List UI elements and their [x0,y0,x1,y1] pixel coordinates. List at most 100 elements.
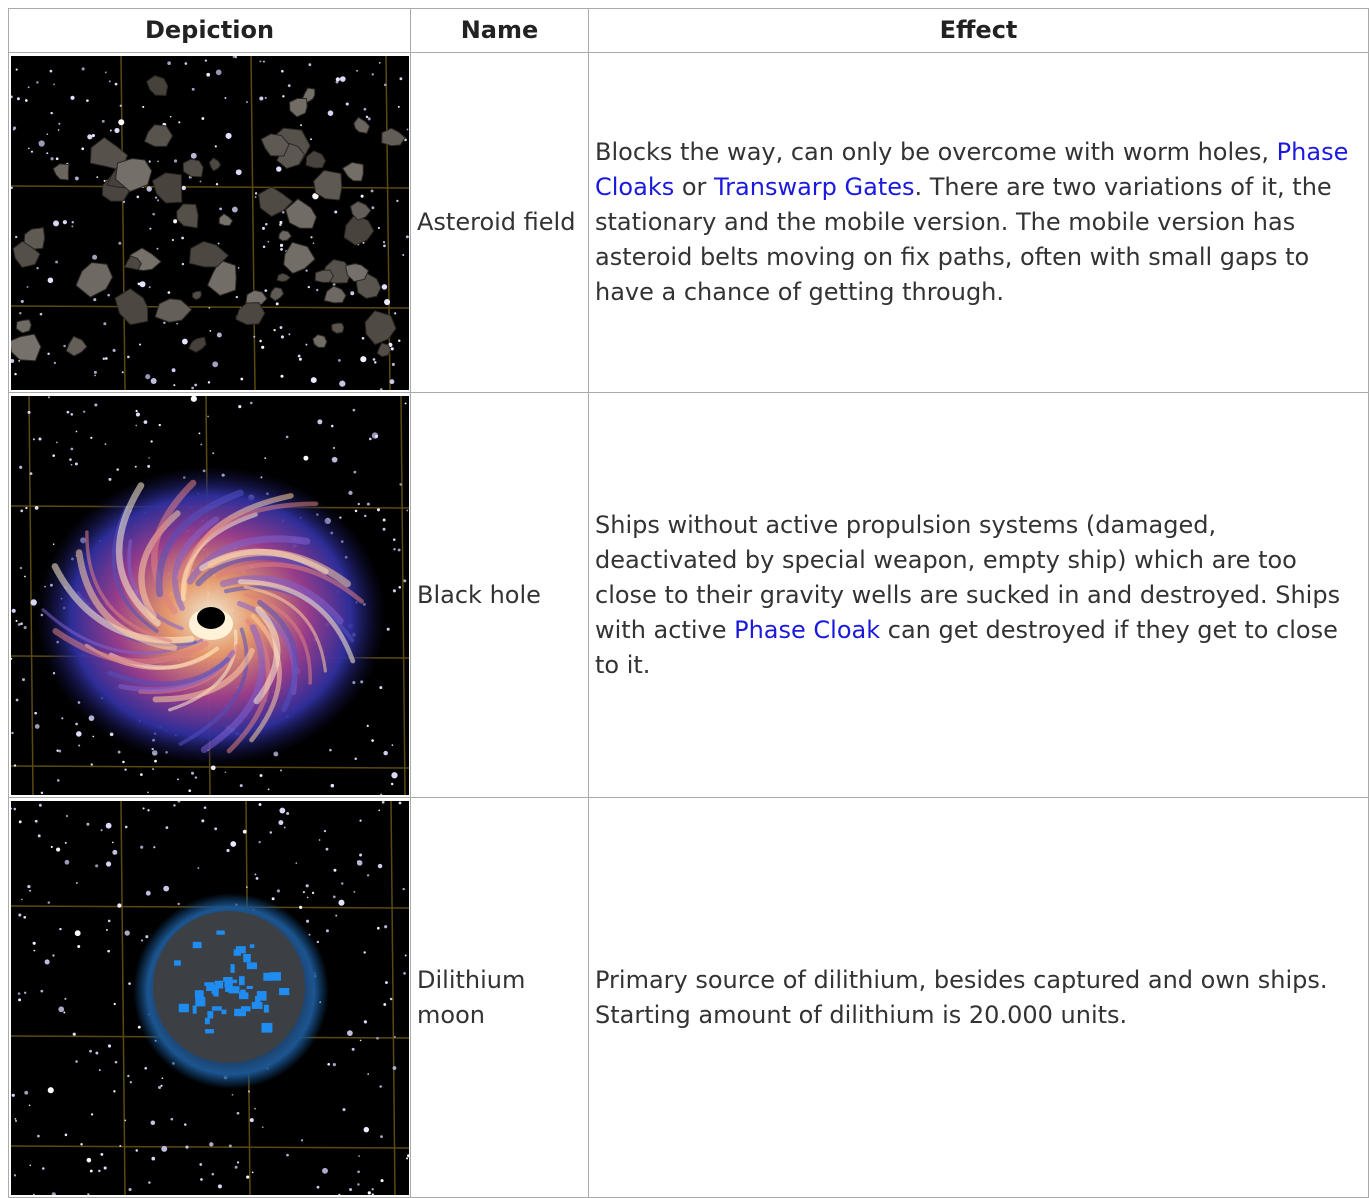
crystal [212,1006,222,1010]
star [398,339,400,341]
effect-cell: Primary source of dilithium, besides cap… [589,798,1369,1198]
star [144,1066,147,1069]
star [326,929,329,932]
star [47,352,49,354]
star [358,502,360,504]
star [218,1184,222,1188]
star [252,1171,254,1173]
star [390,379,395,384]
star [366,115,369,118]
star [286,435,289,438]
star [106,822,112,828]
star [248,1090,250,1092]
star [71,447,74,450]
star [310,236,312,238]
star [381,1179,384,1182]
crystal [174,960,181,965]
star [218,242,220,244]
star [48,1087,54,1093]
star [54,361,56,363]
star [212,452,214,454]
depiction-cell [9,393,411,798]
star [286,812,289,815]
star [331,783,335,787]
star [364,951,366,953]
star [391,782,393,784]
star [288,84,291,87]
asteroid-image [11,56,409,390]
star [156,247,158,249]
star [147,186,152,191]
star [396,199,398,201]
star [90,1169,93,1172]
star [278,820,283,825]
star [148,457,150,459]
star [306,919,309,922]
star [182,185,186,189]
star [383,527,386,530]
star [216,69,222,75]
star [338,899,344,905]
star [159,423,161,425]
star [36,81,38,83]
star [298,354,301,357]
star [230,841,236,847]
star [173,804,175,806]
star [76,882,78,884]
star [182,262,184,264]
star [94,403,97,406]
star [56,157,59,160]
star [129,1188,132,1191]
star [28,147,30,149]
star [207,415,209,417]
star [86,822,89,825]
star [393,547,395,549]
star [357,1183,359,1185]
star [372,73,374,75]
star [59,927,61,929]
star [94,370,97,373]
link[interactable]: Transwarp Gates [714,173,914,201]
star [383,750,388,755]
star [216,182,218,184]
star [14,1174,16,1176]
star [163,885,169,891]
star [367,874,369,876]
star [56,847,60,851]
star [277,889,280,892]
star [200,443,202,445]
star [215,145,217,147]
star [103,357,105,359]
star [384,299,390,305]
star [393,589,396,592]
star [238,405,241,408]
star [103,322,106,325]
star [92,254,97,259]
star [357,1170,360,1173]
star [238,267,240,269]
star [377,926,380,929]
star [229,1144,232,1147]
star [181,236,184,239]
crystal [247,985,253,988]
star [353,890,355,892]
star [276,302,279,305]
star [20,566,22,568]
crystal [216,930,224,934]
star [100,1152,103,1155]
star [166,826,169,829]
link[interactable]: Phase Cloak [734,616,880,644]
star [367,724,369,726]
star [393,1066,397,1070]
star [75,462,78,465]
star [152,768,154,770]
header-cell: Name [411,9,589,53]
anomaly-table: Depiction Name Effect Asteroid field Blo… [8,8,1369,1198]
star [350,291,354,295]
star [56,749,59,752]
star [91,1113,93,1115]
star [191,771,194,774]
star [31,599,37,605]
star [352,1047,355,1050]
star [375,434,378,437]
